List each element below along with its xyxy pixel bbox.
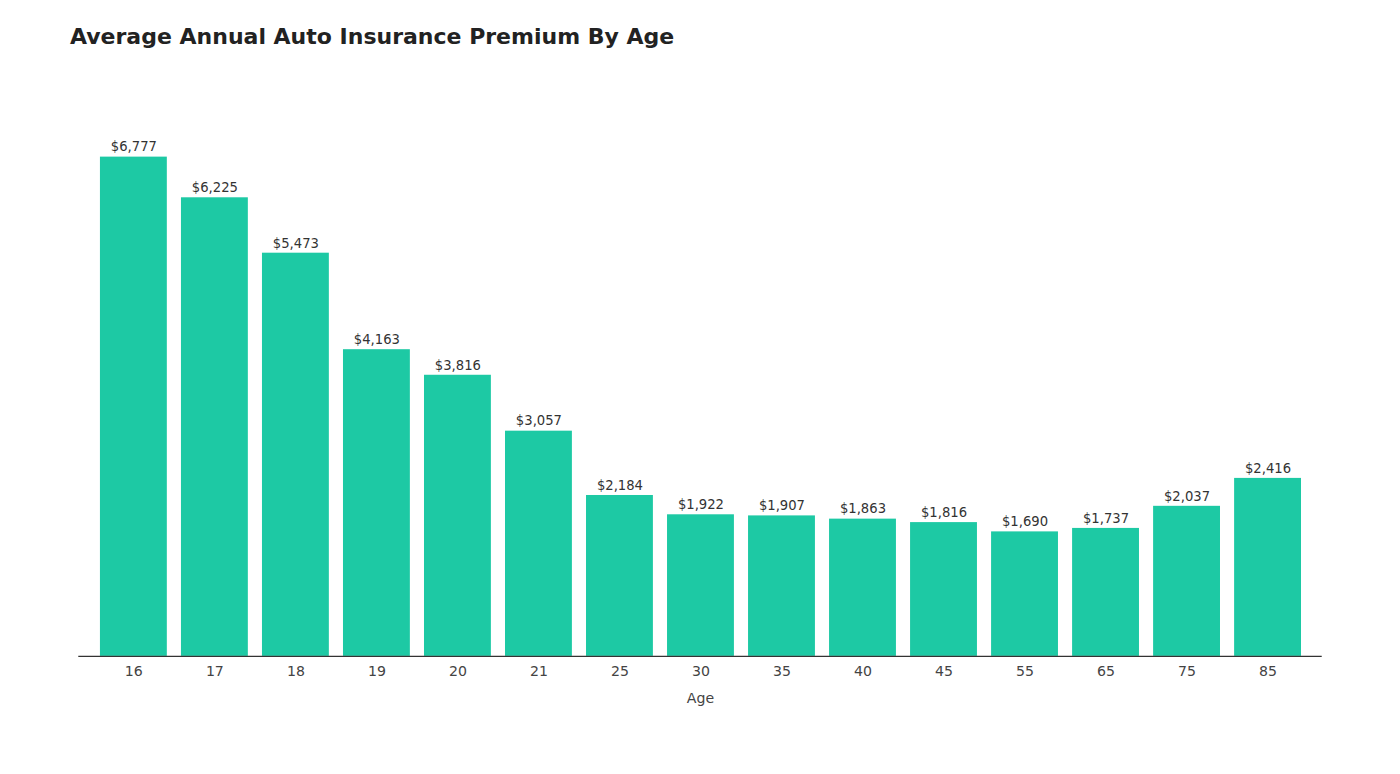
svg-text:$1,863: $1,863	[840, 501, 886, 516]
html-text:Average Annual Auto Insurance: Average Annual Auto Insurance Premium By…	[70, 24, 675, 49]
svg-text:$1,737: $1,737	[1083, 511, 1129, 526]
svg-text:40: 40	[854, 663, 872, 679]
svg-text:$5,473: $5,473	[273, 236, 319, 251]
svg-text:75: 75	[1178, 663, 1196, 679]
svg-text:$1,922: $1,922	[678, 497, 724, 512]
svg-text:65: 65	[1097, 663, 1115, 679]
svg-text:$1,907: $1,907	[759, 498, 805, 513]
svg-text:$1,690: $1,690	[1002, 514, 1048, 529]
svg-text:Age: Age	[687, 690, 714, 706]
svg-text:35: 35	[773, 663, 791, 679]
svg-text:18: 18	[287, 663, 305, 679]
svg-text:55: 55	[1016, 663, 1034, 679]
svg-text:25: 25	[611, 663, 629, 679]
svg-text:85: 85	[1259, 663, 1277, 679]
svg-text:17: 17	[206, 663, 224, 679]
svg-text:19: 19	[368, 663, 386, 679]
svg-text:20: 20	[449, 663, 467, 679]
svg-text:$2,184: $2,184	[597, 478, 643, 493]
svg-text:16: 16	[125, 663, 143, 679]
svg-text:$1,816: $1,816	[921, 505, 967, 520]
svg-text:$3,816: $3,816	[435, 358, 481, 373]
svg-text:$3,057: $3,057	[516, 413, 562, 428]
svg-text:$6,777: $6,777	[111, 139, 157, 154]
svg-text:30: 30	[692, 663, 710, 679]
svg-text:21: 21	[530, 663, 548, 679]
svg-text:$6,225: $6,225	[192, 180, 238, 195]
svg-text:$4,163: $4,163	[354, 332, 400, 347]
svg-text:$2,037: $2,037	[1164, 489, 1210, 504]
svg-text:45: 45	[935, 663, 953, 679]
svg-text:$2,416: $2,416	[1245, 461, 1291, 476]
